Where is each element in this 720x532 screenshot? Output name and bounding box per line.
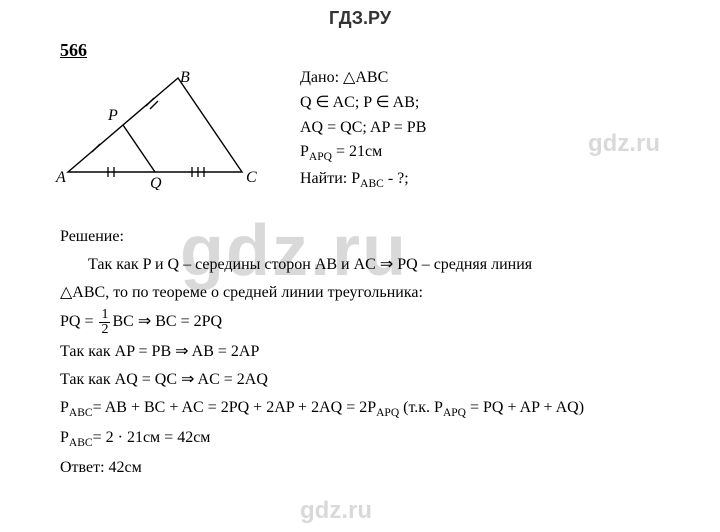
solution-line-1: Так как P и Q – середины сторон AB и AC … bbox=[60, 253, 690, 278]
given-line-1: Дано: △ABC bbox=[300, 66, 426, 91]
solution-line-3: PQ = 12BC ⇒ BC = 2PQ bbox=[60, 308, 690, 337]
watermark-small-1: gdz.ru bbox=[588, 130, 660, 158]
watermark-bottom: gdz.ru bbox=[300, 497, 372, 525]
solution-line-6: PABC= AB + BC + AC = 2PQ + 2AP + 2AQ = 2… bbox=[60, 396, 690, 423]
solution-heading: Решение: bbox=[60, 225, 690, 250]
label-p: P bbox=[107, 107, 118, 124]
label-c: C bbox=[246, 169, 257, 186]
problem-number: 566 bbox=[60, 40, 87, 61]
solution-line-4: Так как AP = PB ⇒ AB = 2AP bbox=[60, 340, 690, 365]
label-b: B bbox=[180, 70, 190, 86]
triangle-diagram: A B C P Q bbox=[50, 70, 260, 190]
solution-line-2: △ABC, то по теореме о средней линии треу… bbox=[60, 281, 690, 306]
solution-answer: Ответ: 42см bbox=[60, 456, 690, 481]
label-a: A bbox=[55, 169, 66, 186]
given-line-3: AQ = QC; AP = PB bbox=[300, 116, 426, 141]
solution-line-7: PABC= 2 · 21см = 42см bbox=[60, 426, 690, 453]
solution-line-5: Так как AQ = QC ⇒ AC = 2AQ bbox=[60, 368, 690, 393]
given-block: Дано: △ABC Q ∈ AC; P ∈ AB; AQ = QC; AP =… bbox=[300, 66, 426, 194]
given-line-4: PAPQ = 21см bbox=[300, 140, 426, 167]
solution-block: Решение: Так как P и Q – середины сторон… bbox=[60, 222, 690, 484]
given-line-2: Q ∈ AC; P ∈ AB; bbox=[300, 91, 426, 116]
given-line-5: Найти: PABC - ?; bbox=[300, 167, 426, 194]
label-q: Q bbox=[150, 175, 162, 190]
site-header: ГДЗ.РУ bbox=[0, 0, 720, 29]
